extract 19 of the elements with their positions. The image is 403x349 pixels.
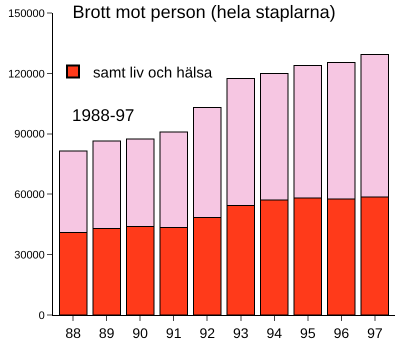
y-tick-label: 0 xyxy=(38,310,45,322)
chart-title: Brott mot person (hela staplarna) xyxy=(72,2,336,22)
x-tick-label: 97 xyxy=(367,324,383,341)
annotation: 1988-97 xyxy=(72,106,134,125)
x-tick-label: 94 xyxy=(266,324,282,341)
x-tick-label: 95 xyxy=(300,324,316,341)
legend-label: samt liv och hälsa xyxy=(93,64,213,82)
y-tick-label: 90000 xyxy=(14,128,45,141)
x-tick-label: 91 xyxy=(166,324,182,341)
x-tick-label: 90 xyxy=(132,324,148,341)
y-tick-label: 150000 xyxy=(8,8,45,20)
y-tick-label: 120000 xyxy=(8,68,45,80)
x-tick-label: 92 xyxy=(199,324,216,341)
x-tick-label: 93 xyxy=(232,324,249,341)
x-tick-label: 88 xyxy=(65,324,82,341)
y-tick-label: 30000 xyxy=(14,249,45,262)
x-tick-label: 96 xyxy=(334,324,350,341)
x-tick-label: 89 xyxy=(98,324,115,341)
y-tick-label: 60000 xyxy=(14,189,45,202)
